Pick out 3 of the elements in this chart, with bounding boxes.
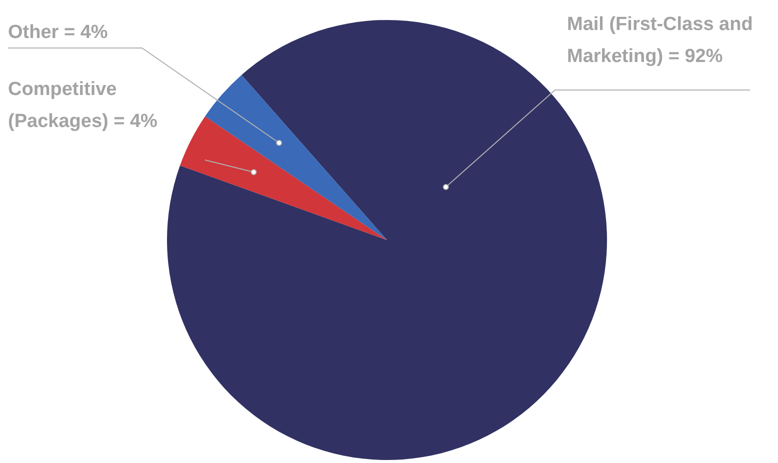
slice-label: Other = 4% — [8, 22, 108, 43]
slice-label: Mail (First-Class and Marketing) = 92% — [567, 14, 753, 67]
slice-label: Competitive (Packages) = 4% — [8, 79, 158, 132]
